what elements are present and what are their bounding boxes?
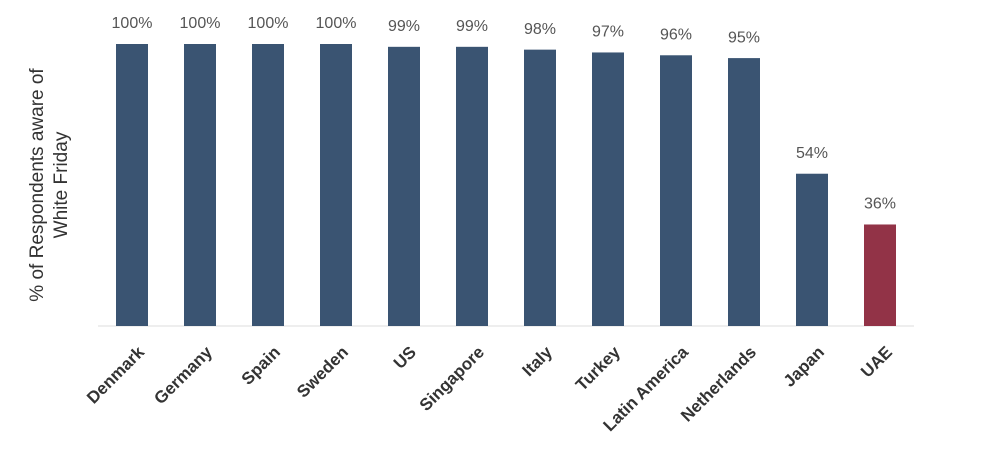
value-label: 100% bbox=[316, 15, 357, 32]
bar bbox=[456, 46, 488, 326]
bar bbox=[524, 49, 556, 326]
bar bbox=[592, 52, 624, 327]
value-label: 36% bbox=[864, 196, 896, 213]
value-label: 54% bbox=[796, 145, 828, 162]
value-label: 99% bbox=[456, 18, 488, 35]
x-tick-label: Sweden bbox=[293, 343, 352, 402]
value-label: 99% bbox=[388, 18, 420, 35]
bar bbox=[728, 58, 760, 326]
value-label: 100% bbox=[112, 15, 153, 32]
x-tick-label: UAE bbox=[857, 343, 896, 382]
bar bbox=[116, 44, 148, 326]
value-label: 97% bbox=[592, 24, 624, 41]
x-tick-label: US bbox=[390, 343, 420, 373]
y-axis-label: % of Respondents aware of White Friday bbox=[27, 68, 72, 302]
x-tick-label: Denmark bbox=[83, 342, 148, 407]
value-label: 95% bbox=[728, 29, 760, 46]
bar bbox=[252, 44, 284, 326]
x-tick-label: Singapore bbox=[416, 343, 488, 415]
bar bbox=[388, 46, 420, 326]
bar bbox=[864, 224, 896, 326]
x-tick-label: Spain bbox=[238, 343, 284, 389]
bar bbox=[796, 173, 828, 326]
bar bbox=[660, 55, 692, 326]
value-label: 100% bbox=[180, 15, 221, 32]
x-tick-label: Turkey bbox=[572, 342, 624, 394]
x-tick-label: Germany bbox=[150, 342, 216, 408]
bar bbox=[320, 44, 352, 326]
value-label: 100% bbox=[248, 15, 289, 32]
x-tick-label: Japan bbox=[780, 343, 828, 391]
bar bbox=[184, 44, 216, 326]
value-label: 96% bbox=[660, 26, 692, 43]
x-tick-label: Italy bbox=[519, 342, 557, 380]
value-label: 98% bbox=[524, 21, 556, 38]
